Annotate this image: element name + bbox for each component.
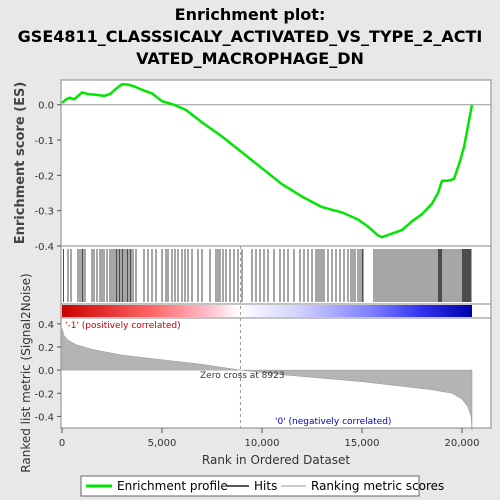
es-y-tick-label: -0.2: [34, 171, 54, 182]
x-axis-label: Rank in Ordered Dataset: [202, 453, 350, 467]
es-y-tick-label: -0.4: [34, 242, 54, 253]
es-y-tick-label: 0.0: [38, 101, 54, 112]
ranked-metric-area: [61, 246, 473, 431]
metric-axis-label: Ranked list metric (Signal2Noise): [19, 273, 33, 472]
legend-label-hits: Hits: [254, 479, 277, 493]
legend-label-ranking: Ranking metric scores: [311, 479, 444, 493]
x-tick-label: 20,000: [445, 438, 480, 449]
legend-box: [80, 475, 420, 497]
x-tick-label: 15,000: [345, 438, 380, 449]
legend: Enrichment profile Hits Ranking metric s…: [80, 475, 444, 497]
zero-cross-label: Zero cross at 8923: [200, 371, 285, 381]
es-panel: [60, 79, 492, 247]
es-axis-label: Enrichment score (ES): [13, 82, 28, 245]
negative-correlated-label: '0' (negatively correlated): [275, 417, 391, 427]
hits-panel: [60, 245, 492, 305]
metric-y-tick-label: -0.4: [34, 412, 54, 423]
es-y-tick-label: -0.1: [34, 136, 54, 147]
ranking-metric-area-path: [61, 328, 473, 431]
x-tick-label: 10,000: [245, 438, 280, 449]
metric-y-tick-label: 0.4: [38, 320, 54, 331]
ranking-color-bar: [62, 305, 472, 317]
enrichment-profile-line: [61, 82, 474, 239]
x-tick-label: 5,000: [148, 438, 177, 449]
metric-y-axis: 0.4 0.2 0.0 -0.2 -0.4: [34, 320, 61, 423]
es-y-axis: 0.0 -0.1 -0.2 -0.3 -0.4: [34, 101, 61, 253]
enrichment-profile-path: [61, 82, 474, 239]
chart-title-line-3: VATED_MACROPHAGE_DN: [136, 49, 364, 68]
x-axis: 0 5,000 10,000 15,000 20,000: [59, 428, 480, 449]
legend-label-enrichment: Enrichment profile: [117, 479, 228, 493]
metric-y-tick-label: -0.2: [34, 389, 54, 400]
chart-title-line-1: Enrichment plot:: [175, 5, 326, 24]
hits-markers: [63, 249, 472, 302]
x-tick-label: 0: [59, 438, 65, 449]
es-y-tick-label: -0.3: [34, 207, 54, 218]
chart-title-line-2: GSE4811_CLASSSICALY_ACTIVATED_VS_TYPE_2_…: [18, 27, 483, 46]
positive-correlated-label: '-1' (positively correlated): [65, 321, 181, 331]
metric-y-tick-label: 0.0: [38, 366, 54, 377]
metric-y-tick-label: 0.2: [38, 343, 54, 354]
